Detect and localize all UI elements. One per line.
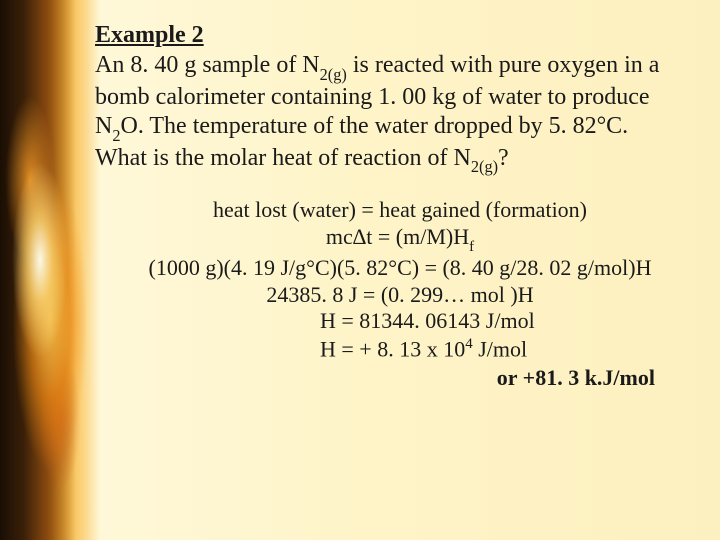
problem-line1-pre: An 8. 40 g sample of N (95, 52, 320, 78)
eq-h-value: H = 81344. 06143 J/mol (95, 308, 705, 335)
problem-line3-pre: N (95, 113, 112, 139)
problem-line3-post: O. The temperature of the water dropped … (121, 113, 629, 139)
flame-background (0, 0, 95, 540)
eq-h-sci-post: J/mol (473, 337, 527, 362)
problem-line4-pre: What is the molar heat of reaction of N (95, 145, 471, 171)
eq-heat-balance: heat lost (water) = heat gained (formati… (95, 197, 705, 224)
eq-formula-pre: mc∆t = (m/M)H (326, 224, 469, 249)
final-answer: or +81. 3 k.J/mol (95, 365, 705, 392)
slide: Example 2 An 8. 40 g sample of N2(g) is … (0, 0, 720, 540)
problem-statement: An 8. 40 g sample of N2(g) is reacted wi… (95, 51, 705, 175)
problem-line1-post: is reacted with pure oxygen in a (347, 52, 660, 78)
eq-formula: mc∆t = (m/M)Hf (95, 224, 705, 255)
content-area: Example 2 An 8. 40 g sample of N2(g) is … (95, 22, 705, 392)
eq-simplify: 24385. 8 J = (0. 299… mol )H (95, 282, 705, 309)
eq-h-sci-sup: 4 (465, 336, 472, 352)
problem-line4-post: ? (498, 145, 509, 171)
problem-line1-sub: 2(g) (320, 65, 347, 84)
eq-substitution: (1000 g)(4. 19 J/g°C)(5. 82°C) = (8. 40 … (95, 255, 705, 282)
problem-line4-sub: 2(g) (471, 157, 498, 176)
eq-h-sci-pre: H = + 8. 13 x 10 (320, 337, 465, 362)
example-heading: Example 2 (95, 22, 705, 49)
eq-h-sci: H = + 8. 13 x 104 J/mol (95, 335, 705, 363)
solution-work: heat lost (water) = heat gained (formati… (95, 197, 705, 392)
eq-formula-sub: f (469, 239, 474, 255)
problem-line3-sub: 2 (112, 126, 120, 145)
problem-line2: bomb calorimeter containing 1. 00 kg of … (95, 84, 650, 110)
